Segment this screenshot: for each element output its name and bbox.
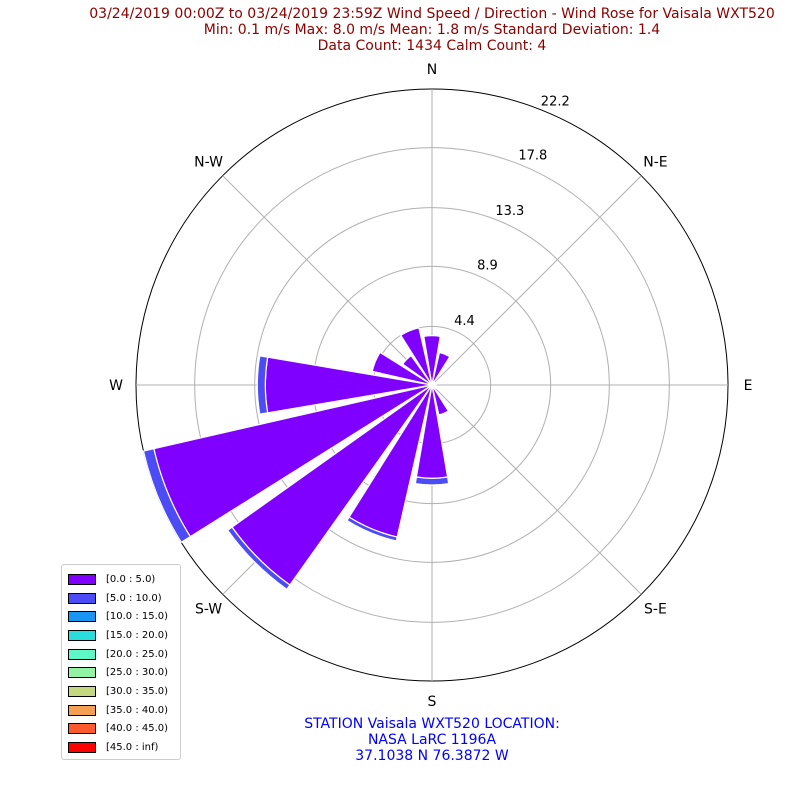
wind-bar-225-bin-1 [226, 526, 291, 591]
polar-labels: 4.4 8.9 13.3 17.8 22.2 N N-E E S-E S S-W W N-W [109, 62, 752, 710]
grid-spoke [222, 175, 433, 386]
direction-label-s: S [428, 694, 437, 710]
direction-label-e: E [744, 378, 753, 394]
legend-item: [25.0 : 30.0) [68, 663, 180, 682]
wind-bar-337.5-bin-0 [399, 327, 433, 386]
chart-title: 03/24/2019 00:00Z to 03/24/2019 23:59Z W… [0, 6, 800, 54]
legend-label: [10.0 : 15.0) [106, 611, 169, 623]
grid-spoke [431, 175, 642, 386]
radial-tick-label: 22.2 [541, 95, 570, 110]
legend-label: [25.0 : 30.0) [106, 667, 169, 679]
legend-swatch [68, 648, 96, 660]
legend-swatch [68, 742, 96, 754]
direction-label-s-w: S-W [195, 601, 222, 617]
legend-item: [30.0 : 35.0) [68, 682, 180, 701]
legend-label: [15.0 : 20.0) [106, 629, 169, 641]
radial-tick-label: 17.8 [518, 149, 547, 164]
wind-bar-202.5-bin-1 [346, 516, 398, 542]
grid-spoke [431, 384, 642, 595]
wind-rose-bars [142, 327, 451, 591]
legend-item: [35.0 : 40.0) [68, 701, 180, 720]
legend-label: [35.0 : 40.0) [106, 704, 169, 716]
legend-swatch [68, 685, 96, 697]
direction-label-s-e: S-E [644, 601, 667, 617]
legend-swatch [68, 611, 96, 623]
radial-tick-label: 13.3 [495, 204, 524, 219]
legend-item: [20.0 : 25.0) [68, 645, 180, 664]
title-line-1: 03/24/2019 00:00Z to 03/24/2019 23:59Z W… [89, 6, 775, 22]
legend-item: [0.0 : 5.0) [68, 570, 180, 589]
direction-label-n-e: N-E [643, 155, 667, 171]
wind-bar-157.5-bin-0 [431, 384, 450, 416]
legend-item: [10.0 : 15.0) [68, 607, 180, 626]
radial-tick-label: 8.9 [477, 258, 498, 273]
legend-item: [40.0 : 45.0) [68, 720, 180, 739]
wind-bar-270-bin-1 [256, 355, 269, 415]
radial-tick-label: 4.4 [454, 314, 475, 329]
station-line-3: 37.1038 N 76.3872 W [355, 748, 509, 764]
wind-bar-315-bin-0 [401, 354, 433, 386]
legend-item: [45.0 : inf) [68, 738, 180, 757]
title-line-2: Min: 0.1 m/s Max: 8.0 m/s Mean: 1.8 m/s … [203, 22, 661, 38]
legend-item: [15.0 : 20.0) [68, 626, 180, 645]
legend-label: [0.0 : 5.0) [106, 573, 156, 585]
station-line-1: STATION Vaisala WXT520 LOCATION: [304, 716, 560, 732]
legend-swatch [68, 704, 96, 716]
direction-label-n: N [427, 62, 437, 78]
legend-item: [5.0 : 10.0) [68, 589, 180, 608]
legend-label: [45.0 : inf) [106, 742, 159, 754]
wind-bar-292.5-bin-0 [371, 351, 433, 386]
station-info: STATION Vaisala WXT520 LOCATION: NASA La… [232, 716, 632, 764]
legend-swatch [68, 573, 96, 585]
title-line-3: Data Count: 1434 Calm Count: 4 [317, 38, 547, 54]
legend-swatch [68, 629, 96, 641]
wind-bar-247.5-bin-1 [142, 447, 192, 544]
direction-label-w: W [109, 378, 123, 394]
wind-bar-180-bin-1 [414, 476, 450, 486]
direction-label-n-w: N-W [194, 155, 223, 171]
legend-swatch [68, 723, 96, 735]
wind-bar-22.5-bin-0 [431, 351, 451, 386]
legend: [0.0 : 5.0) [5.0 : 10.0) [10.0 : 15.0) [15.… [61, 564, 181, 760]
legend-label: [40.0 : 45.0) [106, 723, 169, 735]
legend-label: [20.0 : 25.0) [106, 648, 169, 660]
legend-label: [5.0 : 10.0) [106, 592, 162, 604]
legend-label: [30.0 : 35.0) [106, 685, 169, 697]
legend-swatch [68, 667, 96, 679]
wind-bar-0-bin-0 [423, 335, 441, 386]
station-line-2: NASA LaRC 1196A [367, 732, 497, 748]
legend-swatch [68, 592, 96, 604]
